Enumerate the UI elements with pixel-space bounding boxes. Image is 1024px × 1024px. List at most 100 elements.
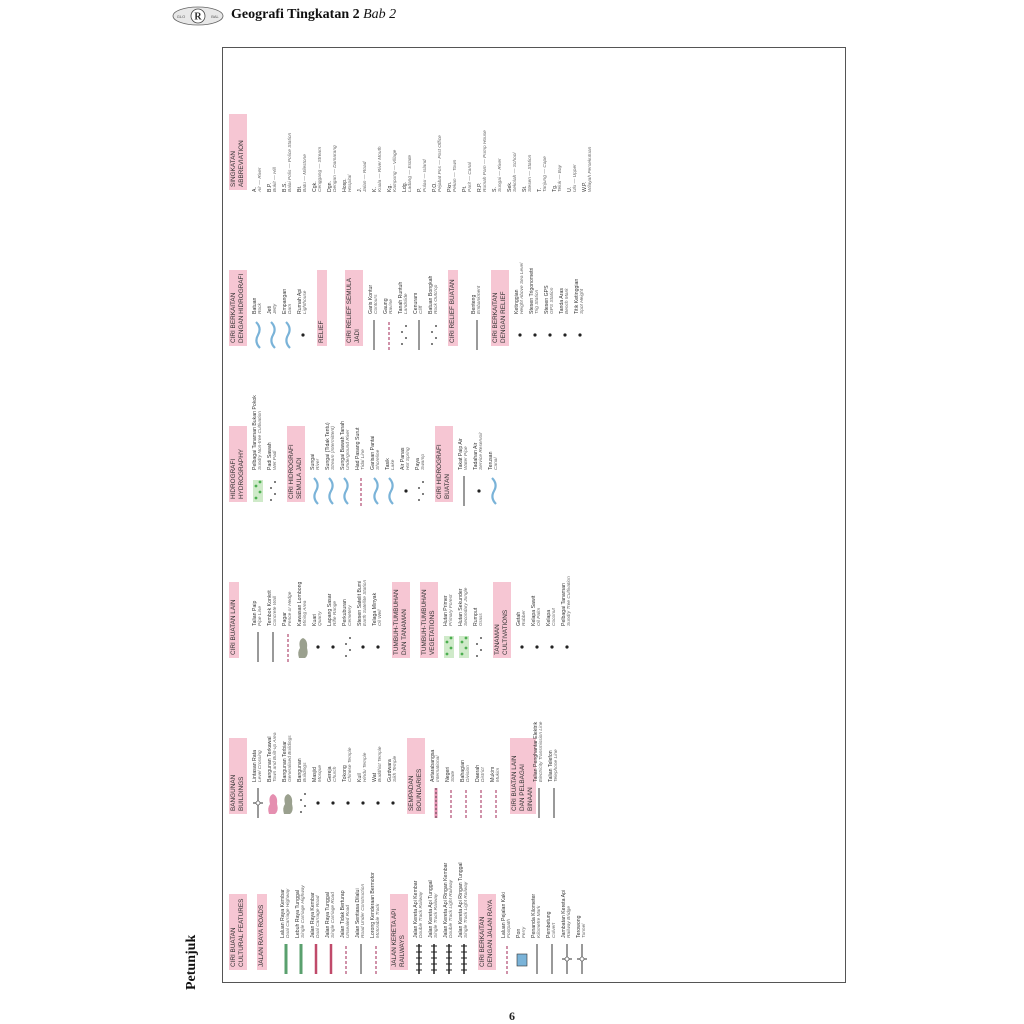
legend-label: Laluan Raya Kembar Dual Carriage Highway xyxy=(280,889,292,938)
legend-entry: Sungai Bawah Tanah Underground River xyxy=(339,362,353,508)
legend-label-english: Concrete Wall xyxy=(273,595,278,626)
legend-symbol-icon xyxy=(427,942,441,976)
legend-label-english: Buddhist Temple xyxy=(378,746,383,782)
svg-text:GLO: GLO xyxy=(177,14,185,19)
legend-label-english: Coconut xyxy=(552,608,557,626)
legend-symbol-icon xyxy=(341,630,355,664)
legend-label-english: Pulau — Island xyxy=(423,159,428,192)
legend-label-english: Earth Satellite Station xyxy=(363,579,368,626)
legend-label: Lorong Kenderaan Bermotor Motorable Track xyxy=(370,872,382,938)
legend-entry: Hosp. Hospital xyxy=(341,50,355,196)
legend-label: Kelapa Coconut xyxy=(546,608,558,626)
legend-entry: Bangunan Terkawal Town and Built-up Area xyxy=(266,674,280,820)
legend-label-english: Grass xyxy=(479,613,484,626)
legend-entry: U. Ulu — Upper xyxy=(566,50,580,196)
legend-entry: Pembetung Culvert xyxy=(545,830,559,976)
legend-heading: Ciri Buatan Lain xyxy=(229,582,239,658)
legend-label: Masjid Mosque xyxy=(312,765,324,782)
legend-entry: Garis Kontur Contours xyxy=(367,206,381,352)
legend-symbol-icon xyxy=(427,318,441,352)
legend-entry: Stesen Trigonometri Trig Station xyxy=(528,206,542,352)
legend-label-english: Ulu — Upper xyxy=(573,164,578,192)
legend-heading: Sempadan Boundaries xyxy=(407,738,425,814)
legend-label-english: Embankment xyxy=(477,285,482,314)
page-number: 6 xyxy=(509,1009,515,1023)
legend-label-english: Double Track Light Railway xyxy=(449,879,454,938)
legend-label: Ldg. Ladang — Estate xyxy=(402,155,414,192)
legend-entry: Kelapa Coconut xyxy=(545,518,559,664)
legend-label: Pon Ferry xyxy=(516,927,528,938)
page-header: R GLO BAL Geografi Tingkatan 2 Bab 2 xyxy=(0,0,1024,34)
legend-label-english: Sungai — River xyxy=(498,158,503,192)
legend-entry: Lapang Sasar Rifle Range xyxy=(326,518,340,664)
legend-entry: Benteng Embankment xyxy=(470,206,484,352)
legend-entry: Jalan Raya Tunggal Single Carriage Road xyxy=(324,830,338,976)
legend-label: Hosp. Hospital xyxy=(342,175,354,192)
legend-label: Mukim Mukim xyxy=(490,767,502,782)
legend-entry: Lintasan Rata Level Crossing xyxy=(251,674,265,820)
legend-label-english: Parit — Canal xyxy=(468,162,473,192)
legend-label: Talian Penghantar Elektrik Electricity Tr… xyxy=(533,722,545,782)
legend-entry: Jalan Sentiasa Dilalui Road Under Constru… xyxy=(354,830,368,976)
legend-entry: Takat Paip Air Water Pipe xyxy=(457,362,471,508)
legend-label-english: Hospital xyxy=(348,174,353,192)
legend-entry: Jeti Jetty xyxy=(266,206,280,352)
legend-entry: Terusan Canal xyxy=(487,362,501,508)
legend-entry: Kuari Quarry xyxy=(311,518,325,664)
legend-label: Kg. Kampung — Village xyxy=(387,150,399,192)
legend-entry: A. Air — River xyxy=(251,50,265,196)
legend-label: Benteng Embankment xyxy=(471,286,483,314)
legend-label: Negeri State xyxy=(445,767,457,782)
legend-symbol-icon xyxy=(487,474,501,508)
legend-entry: Sek. Sekolah — School xyxy=(506,50,520,196)
legend-label-english: Rock xyxy=(258,303,263,314)
legend-symbol-icon xyxy=(412,318,426,352)
legend-label-english: Landslide xyxy=(404,293,409,314)
legend-label-english: Ladang — Estate xyxy=(408,154,413,192)
legend-entry: St. Stesen — Station xyxy=(521,50,535,196)
legend-label-english: Secondary Jungle xyxy=(464,587,469,626)
legend-label: P. Pulau — Island xyxy=(417,159,429,192)
legend-symbol-icon xyxy=(545,630,559,664)
legend-heading: Ciri Relief Buatan xyxy=(448,270,458,346)
legend-symbol-icon xyxy=(341,786,355,820)
legend-label-english: Contours xyxy=(374,294,379,314)
legend-entry: Jalan Kereta Api Tunggal Single Track Rai… xyxy=(427,830,441,976)
legend-symbol-icon xyxy=(251,630,265,664)
svg-text:BAL: BAL xyxy=(211,14,219,19)
legend-symbol-icon xyxy=(339,942,353,976)
legend-label-english: Wet Padi xyxy=(273,450,278,470)
legend-label: Pembetung Culvert xyxy=(546,911,558,938)
legend-entry: Jalan Kereta Api Kembar Double Track Rail… xyxy=(412,830,426,976)
legend-label: Tokong Chinese Temple xyxy=(342,748,354,783)
legend-label-english: Motorable Track xyxy=(376,903,381,938)
legend-symbol-icon xyxy=(279,942,293,976)
legend-symbol-icon xyxy=(309,942,323,976)
legend-label-english: Wilayah Persekutuan xyxy=(588,146,593,192)
legend-label-english: Hindu Temple xyxy=(363,752,368,782)
legend-label: Bangunan Terbiar Generalised Buildings xyxy=(282,735,294,782)
legend-entry: Laluan Pejalan Kaki Footpath xyxy=(500,830,514,976)
legend-label-english: Level Crossing xyxy=(258,750,263,782)
legend-symbol-icon xyxy=(354,942,368,976)
legend-label: Perkuburan Cemetery xyxy=(342,599,354,626)
legend-label: Stesen GPS GPS Station xyxy=(544,285,556,314)
legend-label: Bahagian Division xyxy=(460,760,472,782)
legend-label: Tembok Konkrit Concrete Wall xyxy=(267,590,279,626)
legend-entry: Bt. Batu — Milestone xyxy=(296,50,310,196)
legend-label-english: Primary Forest xyxy=(449,594,454,626)
legend-label: Cgk. Cenggang — Stream xyxy=(312,147,324,192)
legend-entry: Gereja Church xyxy=(326,674,340,820)
legend-label-english: Batu — Milestone xyxy=(303,154,308,192)
legend-label-english: Railway Bridge xyxy=(567,906,572,938)
legend-label-english: Quarry xyxy=(318,611,323,626)
legend-symbol-icon xyxy=(356,786,370,820)
legend-label-english: Unsealed Road xyxy=(346,904,351,938)
legend-symbol-icon xyxy=(457,942,471,976)
legend-label: Sungai River xyxy=(310,454,322,470)
legend-symbol-icon xyxy=(472,474,486,508)
legend-label: Titik Ketinggian Spot Height xyxy=(574,279,586,314)
legend-label: Rumput Grass xyxy=(473,608,485,626)
legend-label-english: Oil Palm xyxy=(537,607,542,626)
legend-entry: Air Panas Hot Spring xyxy=(399,362,413,508)
